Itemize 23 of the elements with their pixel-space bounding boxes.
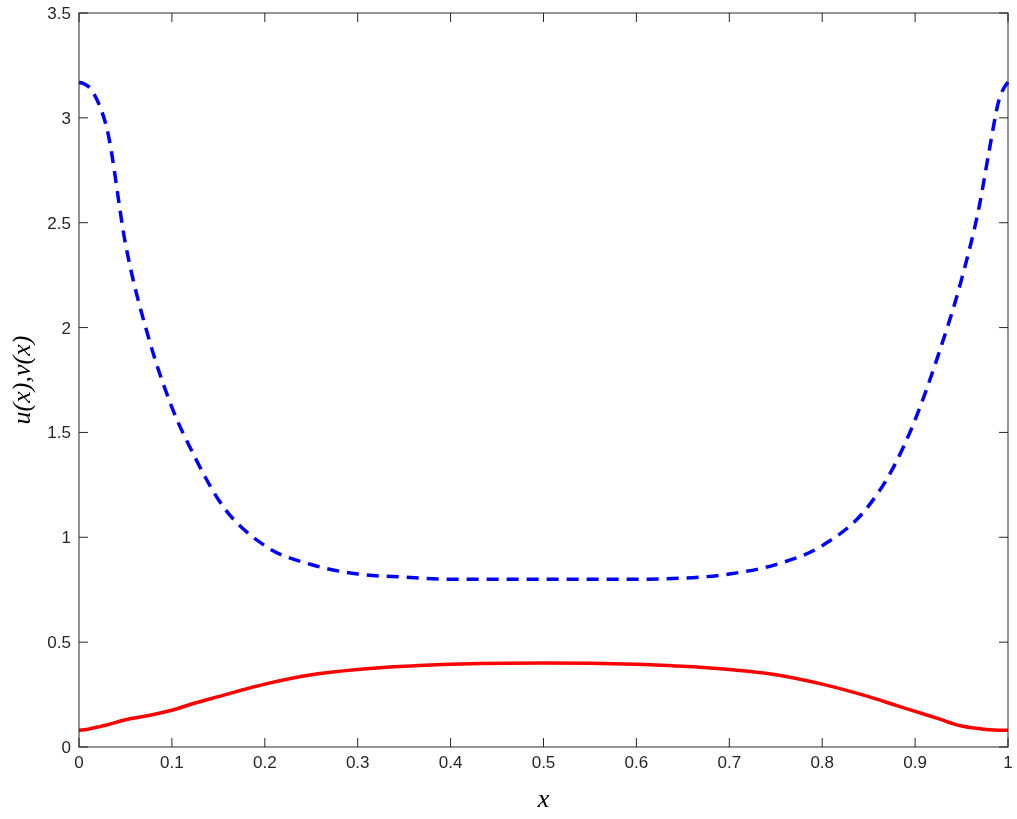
x-tick-label: 0.6 [624, 753, 649, 772]
x-tick-label: 0.8 [810, 753, 835, 772]
y-tick-label: 3 [61, 108, 71, 128]
y-axis-title: u(x),v(x) [7, 335, 36, 425]
x-tick-label: 0.1 [160, 753, 184, 772]
y-tick-label: 2.5 [47, 213, 71, 233]
y-tick-label: 1 [61, 528, 71, 548]
x-tick-label: 0.2 [252, 753, 277, 772]
y-tick-label: 3.5 [47, 3, 71, 23]
x-axis-title: x [536, 784, 550, 813]
x-tick-label: 0.4 [438, 753, 463, 772]
x-tick-label: 0.3 [345, 753, 370, 772]
x-tick-label: 0.5 [531, 753, 556, 772]
line-series [77, 80, 1010, 581]
y-tick-label: 1.5 [47, 423, 71, 443]
x-tick-label: 0.9 [903, 753, 927, 772]
y-tick-label: 0.5 [47, 633, 71, 653]
x-tick-label: 0.7 [717, 753, 742, 772]
x-tick-label: 0 [74, 753, 84, 772]
y-tick-label: 0 [61, 737, 71, 757]
y-tick-label: 2 [61, 318, 71, 338]
x-tick-label: 1 [1003, 753, 1013, 772]
line-series [77, 661, 1010, 732]
